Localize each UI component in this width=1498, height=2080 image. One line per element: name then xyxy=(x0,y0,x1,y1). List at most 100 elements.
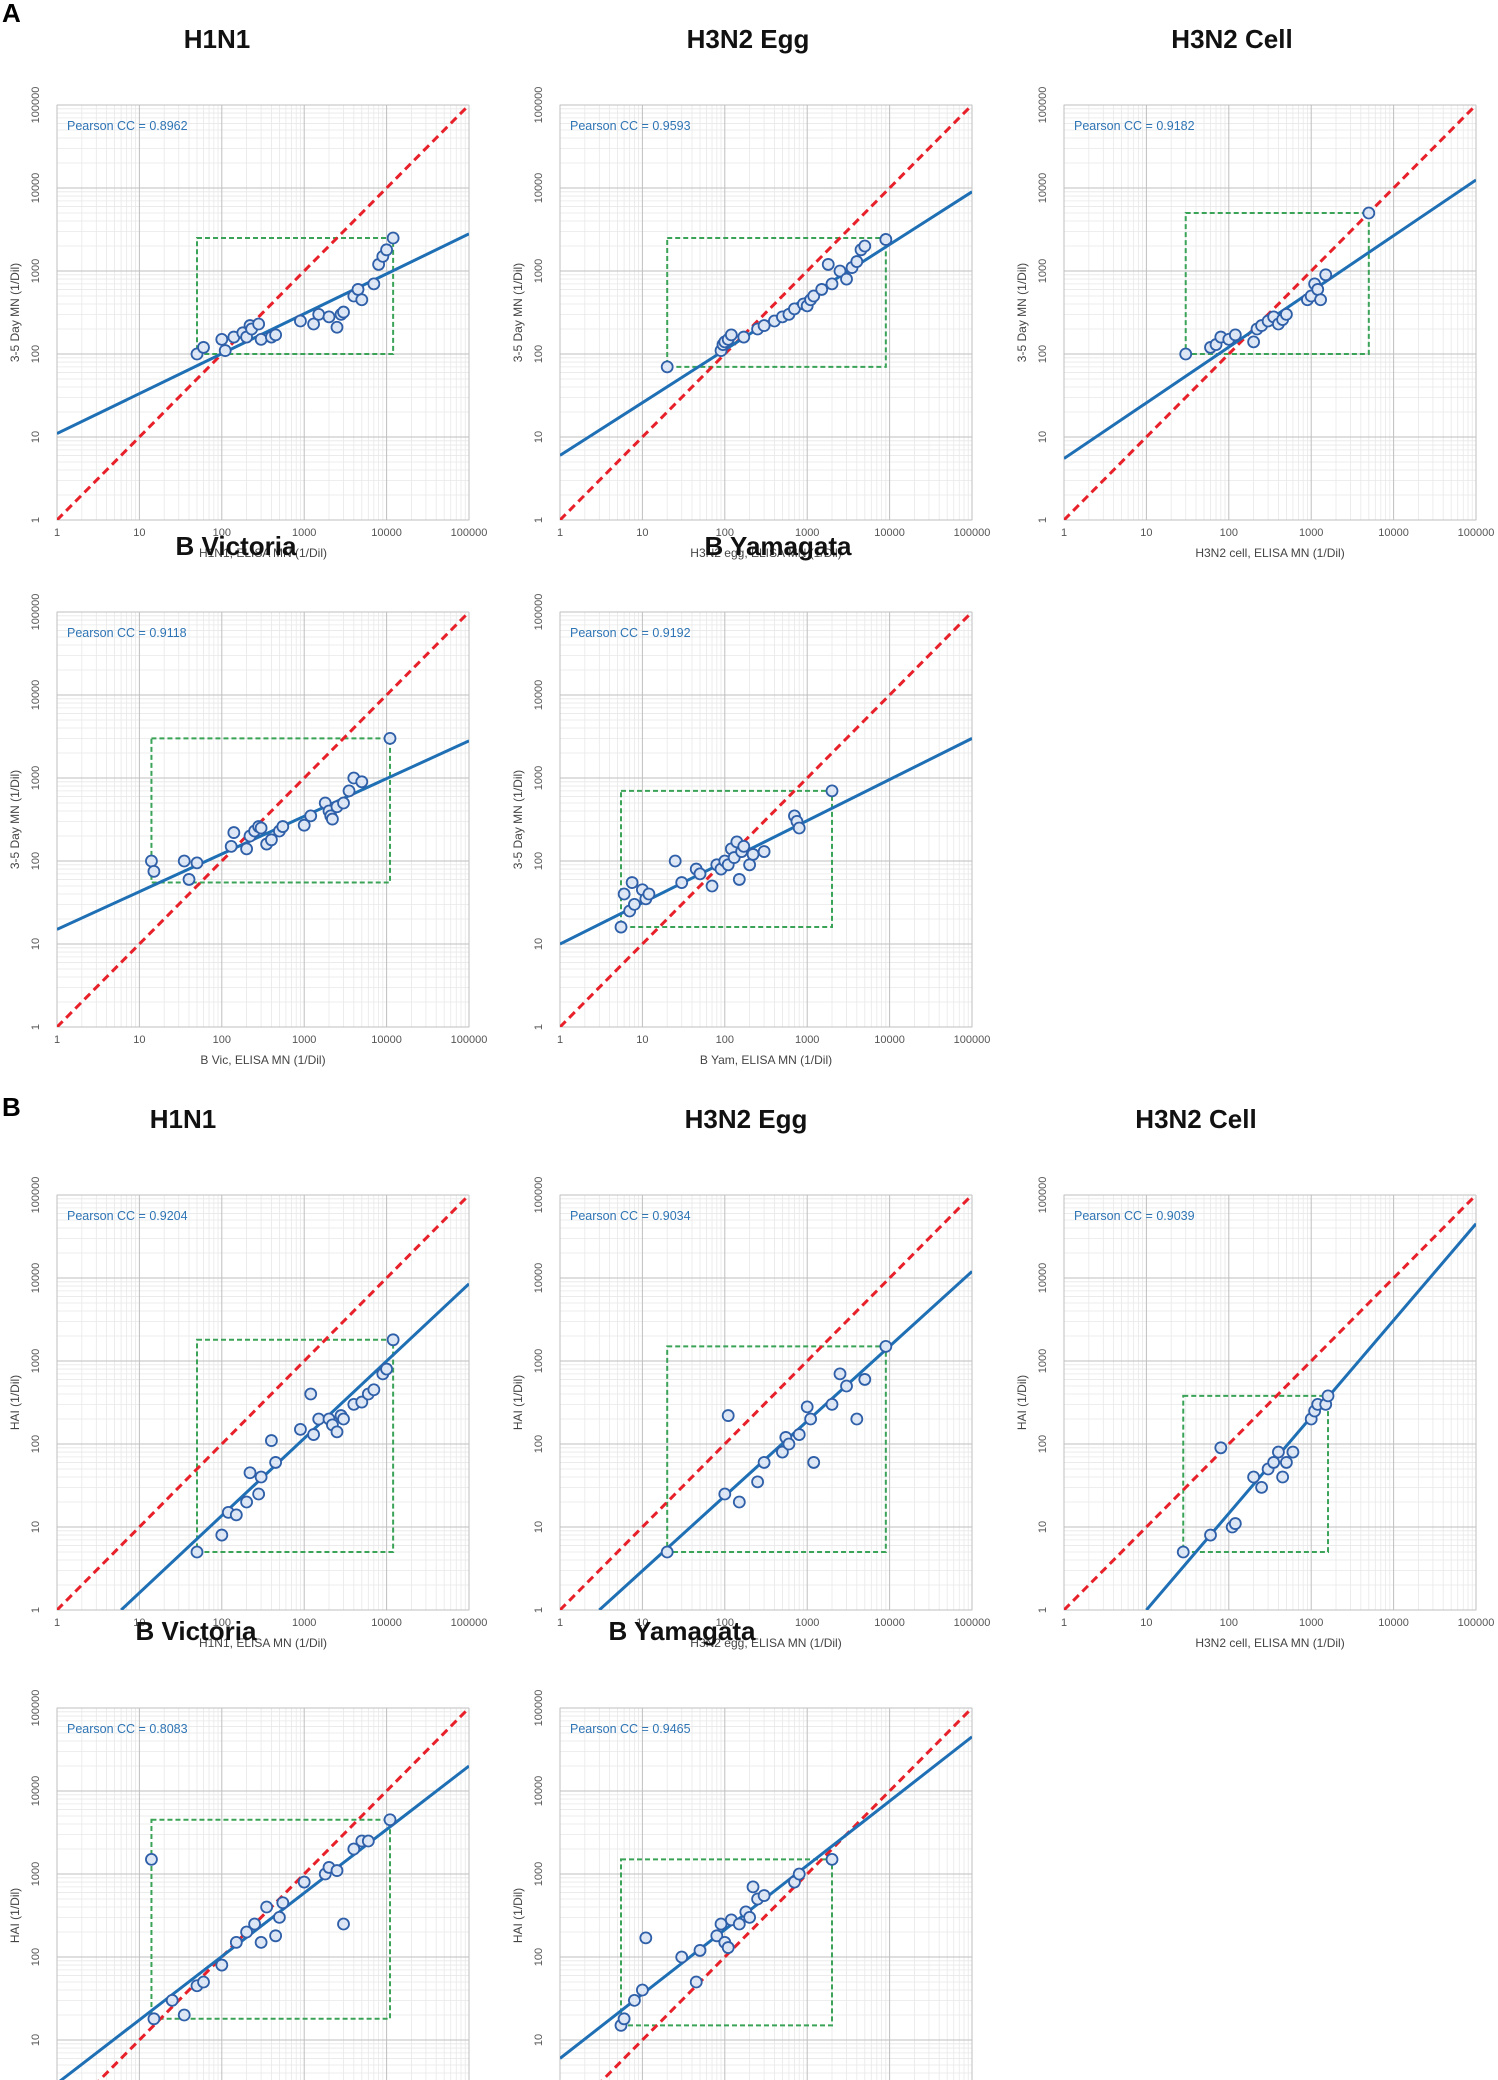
y-tick-label: 1 xyxy=(1037,517,1049,523)
y-axis-label: 3-5 Day MN (1/Dil) xyxy=(511,263,525,362)
data-point xyxy=(248,1917,261,1931)
data-point xyxy=(380,243,394,257)
data-point xyxy=(337,796,350,810)
y-tick-label: 100000 xyxy=(30,1177,42,1214)
x-tick-label: 10 xyxy=(636,1034,648,1046)
x-tick-label: 1 xyxy=(54,527,60,539)
chart-title: H3N2 Egg xyxy=(687,24,810,54)
x-axis-label: B Yam, ELISA MN (1/Dil) xyxy=(700,1053,832,1067)
data-point xyxy=(243,1466,257,1480)
y-tick-label: 10000 xyxy=(1037,173,1049,204)
chart-title: B Victoria xyxy=(176,531,297,561)
pearson-annotation: Pearson CC = 0.9465 xyxy=(570,1722,691,1736)
y-tick-label: 1000 xyxy=(30,766,42,790)
regression-line xyxy=(57,739,469,931)
data-point xyxy=(294,314,307,328)
data-point xyxy=(342,784,356,798)
data-point xyxy=(718,1487,732,1501)
chart-6: H1N1 1 10 100 1000 10000 100000 1 10 100 1000 10000… xyxy=(8,1104,487,1650)
data-point xyxy=(229,1508,243,1522)
data-point xyxy=(276,820,290,833)
panel-label-a: A xyxy=(2,0,21,28)
x-tick-label: 10000 xyxy=(1378,527,1409,539)
data-point xyxy=(383,1813,397,1827)
data-point xyxy=(1362,206,1376,220)
data-point xyxy=(269,1456,283,1469)
data-point xyxy=(326,812,339,826)
data-point xyxy=(639,1931,653,1945)
data-point xyxy=(737,839,751,853)
pearson-annotation: Pearson CC = 0.9182 xyxy=(1074,119,1195,133)
plot-layer xyxy=(57,1195,469,1610)
range-box xyxy=(195,236,395,355)
data-point xyxy=(215,332,229,346)
data-point xyxy=(821,258,835,271)
data-point xyxy=(757,845,771,858)
pearson-annotation: Pearson CC = 0.9034 xyxy=(570,1209,691,1223)
data-point xyxy=(254,821,268,835)
data-point xyxy=(252,317,266,331)
y-tick-label: 1000 xyxy=(533,1862,545,1886)
data-point xyxy=(1276,1470,1290,1484)
x-tick-label: 100000 xyxy=(954,1617,991,1629)
x-tick-label: 10000 xyxy=(1378,1617,1409,1629)
y-tick-label: 10 xyxy=(533,431,545,443)
data-point xyxy=(218,344,232,357)
y-tick-label: 10000 xyxy=(30,680,42,711)
data-point xyxy=(269,1929,283,1943)
data-point xyxy=(710,1929,724,1943)
data-point xyxy=(177,2008,191,2022)
x-tick-label: 1000 xyxy=(1299,1617,1323,1629)
y-tick-label: 1000 xyxy=(1037,1349,1049,1373)
x-tick-label: 10000 xyxy=(874,527,905,539)
chart-1: H1N1 1 10 100 1000 10000 100000 1 10 100 1000 10000… xyxy=(8,24,487,560)
x-tick-label: 1 xyxy=(1061,527,1067,539)
x-tick-label: 100 xyxy=(213,527,231,539)
data-point xyxy=(800,1400,814,1414)
chart-7: H3N2 Egg 1 10 100 1000 10000 100000 1 10 100 1000 1… xyxy=(511,1104,990,1650)
y-tick-label: 100000 xyxy=(533,594,545,631)
panel-label-b: B xyxy=(2,1092,21,1122)
x-tick-label: 1 xyxy=(557,1034,563,1046)
data-point xyxy=(1247,1470,1261,1484)
x-axis-label: H1N1, ELISA MN (1/Dil) xyxy=(199,546,327,560)
chart-10: B Yamagata110100100010000100000110100100… xyxy=(511,1616,973,2080)
x-axis-label: H3N2 cell, ELISA MN (1/Dil) xyxy=(1195,546,1344,560)
y-tick-label: 10 xyxy=(30,938,42,950)
data-point xyxy=(1279,307,1293,321)
plot-area xyxy=(56,1707,470,2080)
x-tick-label: 1000 xyxy=(795,1034,819,1046)
y-tick-label: 100 xyxy=(533,1435,545,1453)
plot-layer xyxy=(1064,105,1476,520)
data-point xyxy=(197,341,210,354)
range-box xyxy=(150,1818,392,2020)
identity-line xyxy=(1064,1195,1476,1610)
y-axis-label: 3-5 Day MN (1/Dil) xyxy=(1015,263,1029,362)
range-box xyxy=(620,1858,834,2027)
y-axis-label: HAI (1/Dil) xyxy=(1015,1375,1029,1430)
range-box xyxy=(620,789,834,929)
data-point xyxy=(1176,1545,1190,1559)
data-point xyxy=(254,1470,268,1484)
data-point xyxy=(858,239,872,253)
y-tick-label: 10000 xyxy=(533,1776,545,1807)
data-point xyxy=(850,255,864,268)
x-tick-label: 100 xyxy=(213,1034,231,1046)
y-axis-label: 3-5 Day MN (1/Dil) xyxy=(8,263,22,362)
x-tick-label: 100000 xyxy=(451,1617,488,1629)
pearson-annotation: Pearson CC = 0.8962 xyxy=(67,119,188,133)
data-point xyxy=(807,289,821,303)
data-point xyxy=(660,1545,674,1559)
data-point xyxy=(307,1428,320,1441)
y-tick-label: 1 xyxy=(533,1607,545,1613)
y-tick-label: 10000 xyxy=(1037,1263,1049,1294)
data-point xyxy=(383,731,397,745)
data-point xyxy=(732,1495,746,1509)
x-tick-label: 100000 xyxy=(1458,527,1495,539)
x-tick-label: 100 xyxy=(213,1617,231,1629)
y-tick-label: 100000 xyxy=(533,1177,545,1214)
data-point xyxy=(792,1867,806,1881)
y-axis-label: 3-5 Day MN (1/Dil) xyxy=(8,770,22,869)
data-point xyxy=(675,876,689,889)
